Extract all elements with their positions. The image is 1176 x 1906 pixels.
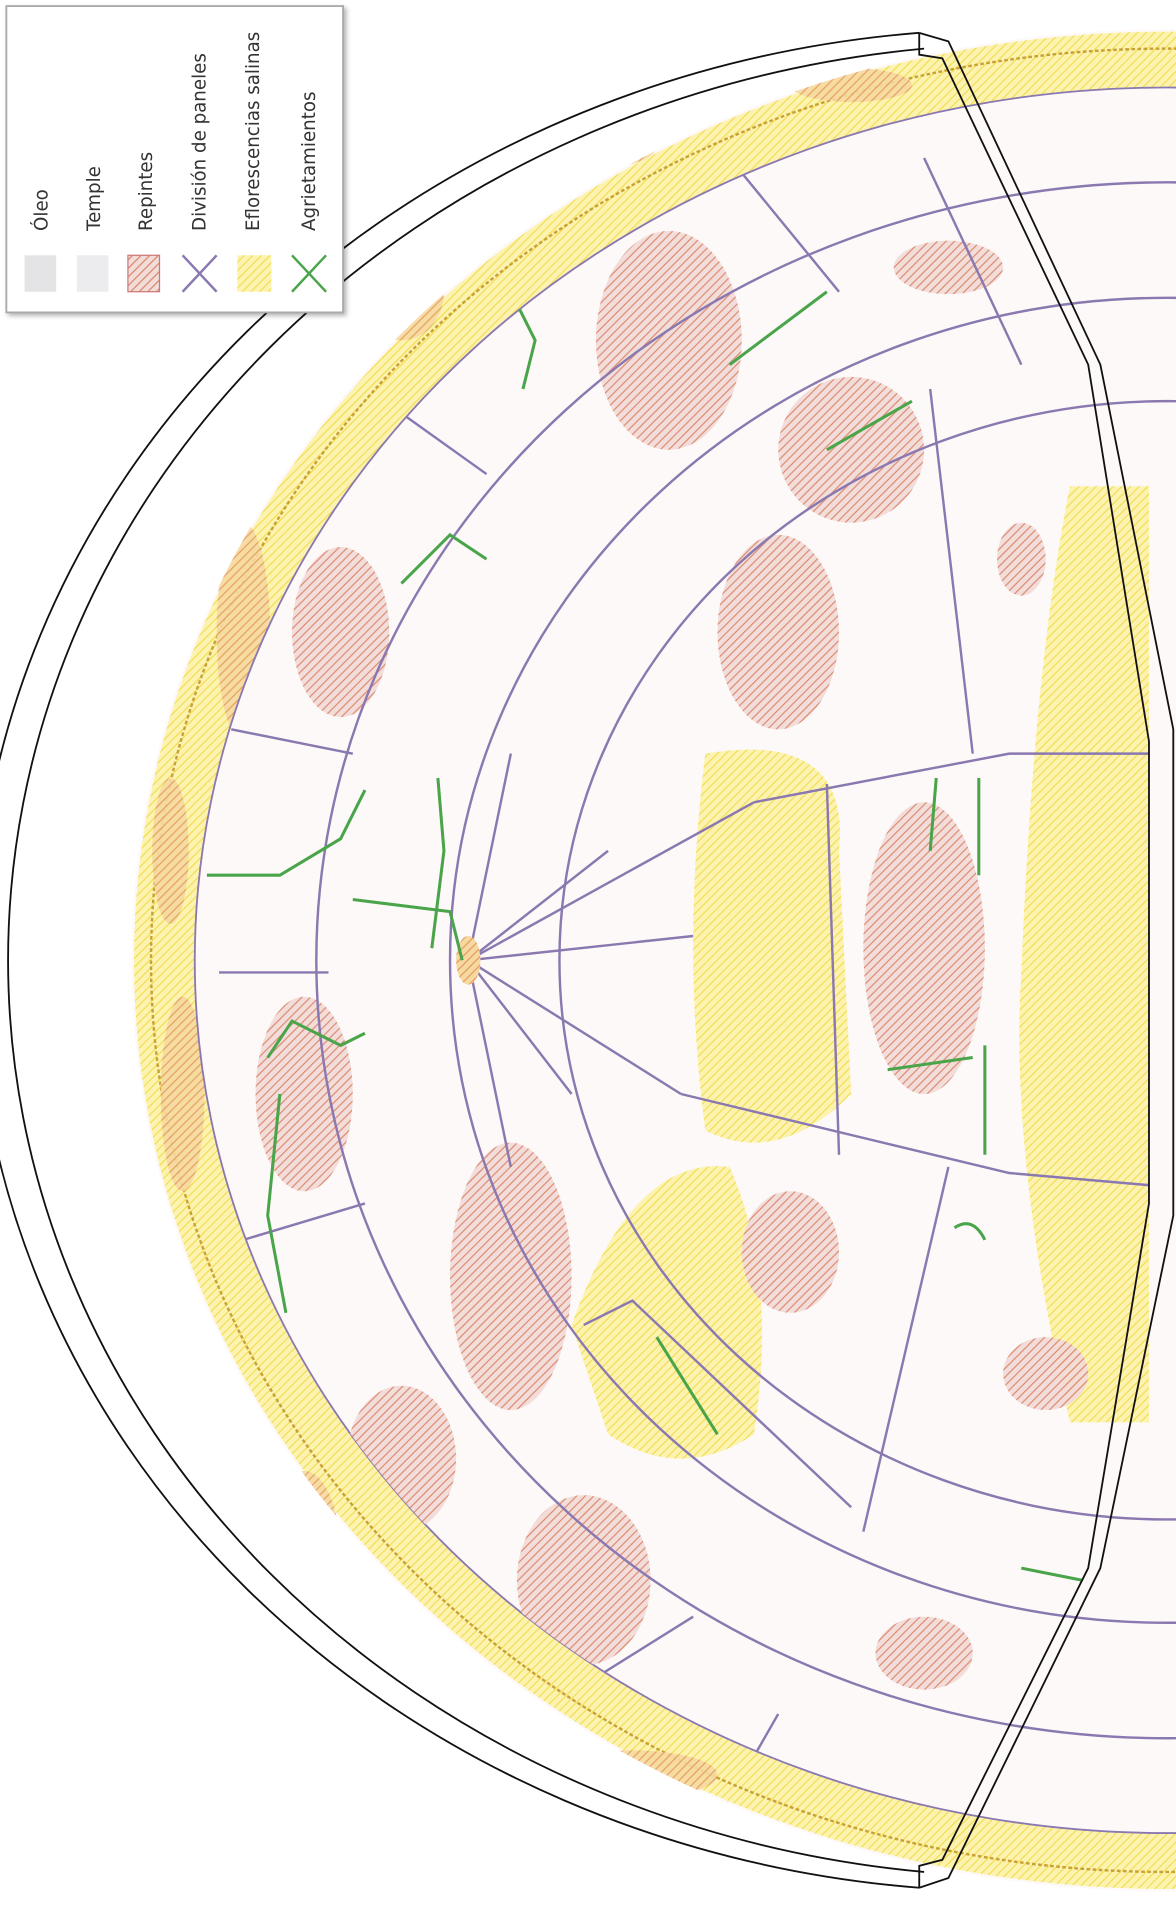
swatch-division bbox=[181, 254, 218, 293]
swatch-oleo bbox=[24, 255, 57, 292]
legend: Óleo Temple Repintes División de paneles… bbox=[5, 5, 344, 314]
legend-label: Óleo bbox=[31, 189, 53, 231]
frame bbox=[0, 31, 1175, 1889]
swatch-eflorescencias bbox=[237, 255, 272, 292]
swatch-repintes bbox=[127, 254, 161, 293]
swatch-temple bbox=[76, 255, 109, 292]
legend-label: Eflorescencias salinas bbox=[243, 32, 264, 231]
legend-label: Agrietamientos bbox=[299, 92, 320, 231]
legend-label: División de paneles bbox=[190, 53, 211, 231]
swatch-agrietamientos bbox=[291, 254, 327, 293]
legend-label: Temple bbox=[84, 166, 105, 232]
legend-label: Repintes bbox=[136, 152, 157, 231]
